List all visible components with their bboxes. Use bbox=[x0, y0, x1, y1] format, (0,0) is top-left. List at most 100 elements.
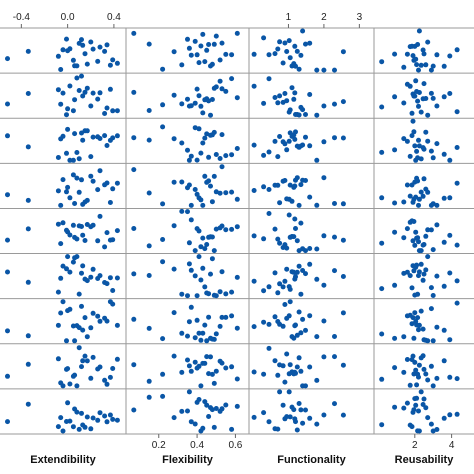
data-point bbox=[179, 369, 185, 375]
data-point bbox=[332, 67, 337, 73]
data-point bbox=[300, 268, 306, 273]
data-point bbox=[104, 143, 110, 148]
data-point bbox=[300, 107, 306, 113]
data-point bbox=[415, 98, 421, 104]
data-point bbox=[55, 53, 61, 59]
data-point bbox=[60, 47, 66, 53]
data-point bbox=[423, 337, 429, 343]
data-point bbox=[200, 425, 206, 431]
data-point bbox=[420, 145, 426, 151]
data-point bbox=[5, 237, 10, 243]
data-point bbox=[208, 112, 213, 118]
data-point bbox=[287, 55, 293, 61]
data-point bbox=[261, 371, 267, 377]
data-point bbox=[60, 220, 66, 226]
data-point bbox=[261, 152, 267, 158]
data-point bbox=[217, 323, 223, 329]
data-point bbox=[55, 322, 61, 328]
data-point bbox=[80, 358, 86, 364]
data-point bbox=[90, 178, 96, 184]
data-point bbox=[65, 106, 71, 112]
data-point bbox=[392, 229, 398, 235]
data-points bbox=[5, 28, 460, 434]
data-point bbox=[314, 276, 320, 282]
data-point bbox=[200, 140, 206, 146]
data-point bbox=[198, 43, 204, 49]
data-point bbox=[79, 410, 84, 416]
data-point bbox=[275, 236, 281, 242]
data-point bbox=[441, 195, 447, 201]
top-tick-label: -0.4 bbox=[13, 12, 31, 23]
data-point bbox=[131, 316, 137, 322]
data-point bbox=[107, 62, 113, 68]
data-point bbox=[314, 246, 320, 252]
data-point bbox=[282, 178, 288, 183]
data-point bbox=[414, 395, 420, 401]
data-point bbox=[213, 293, 219, 299]
data-point bbox=[411, 57, 417, 63]
data-point bbox=[72, 63, 78, 69]
data-point bbox=[340, 274, 346, 279]
data-point bbox=[64, 36, 69, 42]
data-point bbox=[219, 223, 225, 229]
data-point bbox=[60, 90, 66, 96]
data-point bbox=[291, 184, 297, 190]
data-point bbox=[296, 66, 302, 72]
data-point bbox=[171, 136, 177, 142]
data-point bbox=[67, 157, 73, 163]
data-point bbox=[74, 150, 80, 155]
data-point bbox=[332, 401, 337, 407]
data-point bbox=[202, 135, 208, 141]
data-point bbox=[65, 366, 71, 372]
data-point bbox=[88, 103, 94, 109]
data-point bbox=[211, 248, 217, 254]
data-point bbox=[292, 136, 298, 142]
data-point bbox=[430, 95, 436, 101]
data-point bbox=[407, 153, 413, 159]
data-point bbox=[229, 313, 235, 319]
data-point bbox=[434, 222, 440, 228]
data-point bbox=[412, 143, 418, 149]
data-point bbox=[76, 88, 82, 93]
data-point bbox=[277, 240, 283, 246]
data-point bbox=[204, 402, 210, 408]
data-point bbox=[229, 289, 235, 295]
data-point bbox=[410, 315, 416, 321]
data-point bbox=[102, 413, 108, 419]
data-point bbox=[416, 28, 422, 34]
data-point bbox=[303, 407, 308, 413]
data-point bbox=[266, 211, 272, 216]
data-point bbox=[223, 153, 229, 159]
data-point bbox=[55, 221, 61, 227]
data-point bbox=[97, 168, 103, 174]
data-point bbox=[379, 195, 385, 201]
data-point bbox=[414, 148, 420, 154]
data-point bbox=[88, 325, 94, 331]
data-point bbox=[234, 196, 240, 202]
data-point bbox=[307, 415, 313, 421]
data-point bbox=[88, 173, 94, 179]
data-point bbox=[430, 383, 436, 389]
data-point bbox=[146, 394, 152, 400]
data-point bbox=[72, 97, 78, 103]
data-point bbox=[251, 414, 257, 420]
data-point bbox=[287, 286, 293, 292]
data-point bbox=[95, 187, 101, 193]
data-point bbox=[280, 284, 286, 290]
data-point bbox=[307, 261, 313, 267]
data-point bbox=[213, 368, 219, 374]
data-point bbox=[447, 157, 453, 163]
data-point bbox=[404, 357, 410, 362]
data-point bbox=[67, 418, 73, 424]
data-point bbox=[340, 201, 346, 207]
data-point bbox=[60, 428, 66, 434]
data-point bbox=[65, 229, 71, 235]
data-point bbox=[300, 316, 306, 322]
data-point bbox=[88, 274, 94, 280]
data-point bbox=[401, 136, 407, 142]
data-point bbox=[97, 318, 103, 324]
data-point bbox=[434, 273, 440, 279]
data-point bbox=[171, 49, 177, 55]
data-point bbox=[420, 47, 426, 53]
data-point bbox=[25, 144, 31, 150]
